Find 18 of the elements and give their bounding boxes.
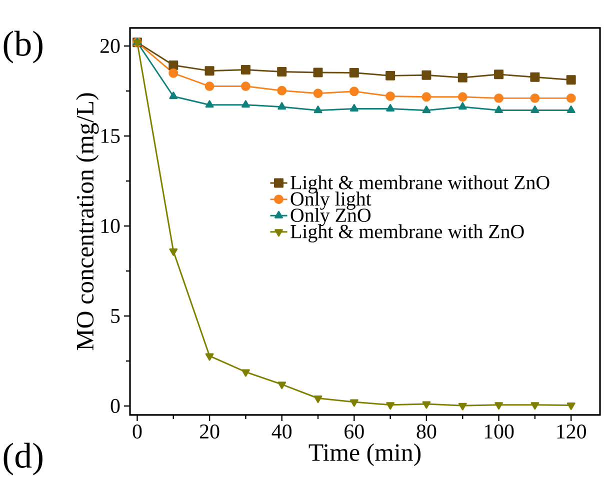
x-tick-label: 120 — [557, 424, 586, 439]
y-tick-label: 15 — [101, 128, 120, 143]
x-tick-label: 80 — [416, 424, 436, 439]
text: (d) — [4, 442, 42, 476]
legend-label: Light & membrane with ZnO — [290, 224, 524, 242]
x-tick-label: 20 — [200, 424, 220, 439]
x-tick-label: 40 — [272, 424, 292, 439]
x-tick-label: 0 — [132, 424, 142, 439]
y-tick-label: 5 — [111, 309, 120, 323]
legend-label: Only light — [290, 192, 372, 210]
x-tick-label: 100 — [484, 424, 514, 439]
text: (b) — [4, 30, 42, 64]
y-tick-label: 0 — [110, 398, 120, 414]
y-axis-title: MO concentration (mg/L) — [76, 93, 99, 350]
y-tick-label: 10 — [101, 218, 120, 234]
x-axis-title: Time (min) — [308, 443, 421, 466]
x-tick-label: 60 — [344, 424, 364, 439]
y-tick-label: 20 — [100, 38, 120, 54]
